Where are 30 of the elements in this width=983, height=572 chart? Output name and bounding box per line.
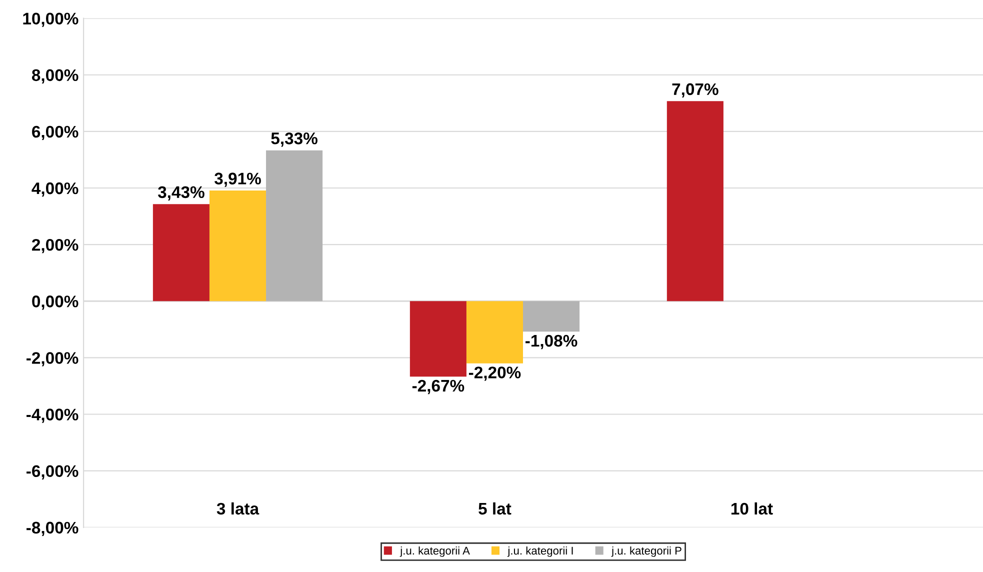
bar [152,204,210,302]
legend-label: j.u. kategorii P [611,546,682,557]
y-tick-label: -8,00% [26,522,78,536]
data-label: -1,08% [526,334,578,350]
x-tick-label: 10 lat [731,502,773,515]
bar [266,150,323,302]
y-tick-label: 2,00% [32,238,78,254]
y-tick-label: 4,00% [32,182,78,197]
y-tick-label: -4,00% [26,408,78,423]
y-tick-label: 10,00% [23,12,78,27]
data-label: 7,07% [672,83,718,98]
data-label: -2,67% [412,380,464,394]
bar [209,190,266,302]
y-tick-label: 8,00% [32,69,78,84]
y-tick-label: -6,00% [26,465,78,480]
legend-label: j.u. kategorii A [400,546,470,557]
y-tick-label: 0,00% [32,296,78,310]
data-label: 5,33% [271,132,318,147]
bar [410,301,466,377]
data-label: 3,43% [158,186,204,200]
data-label: -2,20% [468,366,521,381]
x-tick-label: 5 lat [478,502,512,515]
y-tick-label: 6,00% [32,126,78,140]
bar [523,301,580,332]
bar [666,101,724,302]
y-tick-label: -2,00% [26,352,78,366]
legend-label: j.u. kategorii I [507,546,573,557]
bar [466,301,523,364]
x-tick-label: 3 lata [216,502,260,515]
data-label: 3,91% [214,172,261,187]
